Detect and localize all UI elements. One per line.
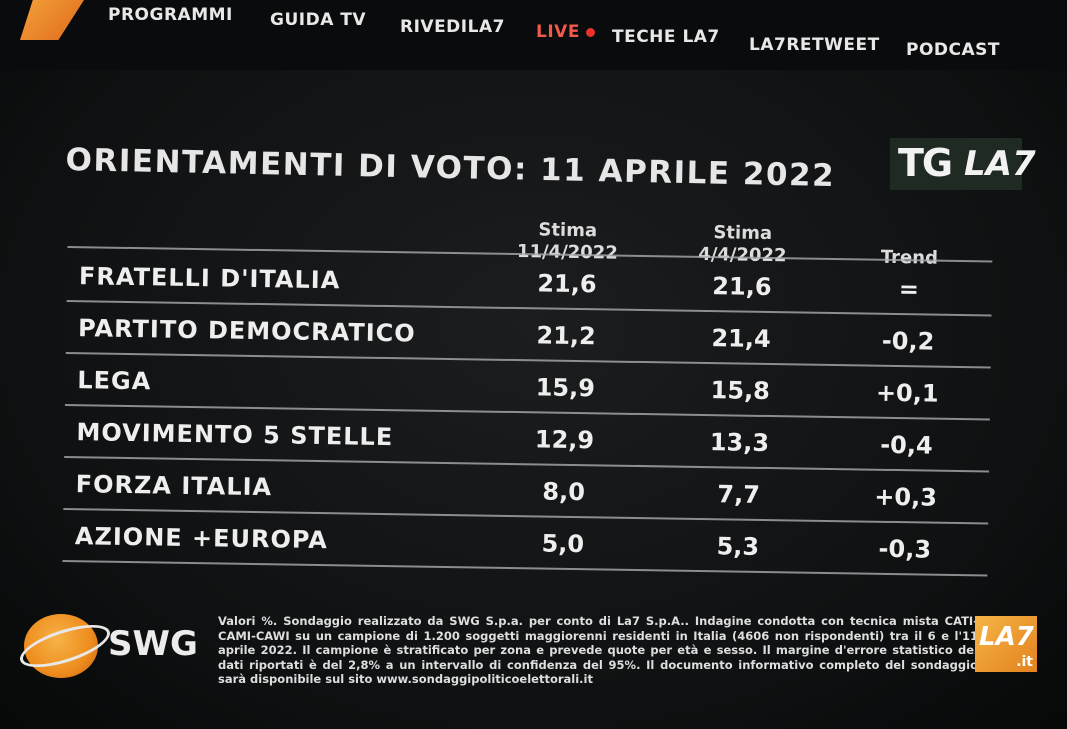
nav-link[interactable]: PROGRAMMI [108,5,233,25]
nav-bar: PROGRAMMI GUIDA TV RIVEDILA7 LIVE TECHE LA7 L… [0,0,1067,70]
party-name: MOVIMENTO 5 STELLE [76,418,394,452]
cell-value: 21,6 [537,269,597,299]
la7-it-logo: LA7 .it [975,616,1037,672]
rule [62,559,988,577]
cell-value: 8,0 [542,477,586,507]
column-header: Stima 11/4/2022 [507,219,628,265]
swg-text: SWG [108,624,198,664]
title: ORIENTAMENTI DI VOTO: 11 APRILE 2022 [65,142,836,195]
cell-value: 21,2 [536,321,596,351]
tg-logo: TG LA7 [890,138,1036,190]
header-label: Stima [538,219,598,242]
cell-value: -0,4 [879,430,933,460]
swg-globe [24,614,98,678]
rule [63,507,989,525]
rule [64,403,990,421]
swg-logo: SWG [15,610,210,682]
cell-value: 15,8 [710,376,771,406]
tg-text: TG [898,141,953,185]
nav-link[interactable]: GUIDA TV [270,10,367,30]
cell-value: 21,4 [711,324,771,354]
nav-link[interactable]: RIVEDILA7 [400,17,505,37]
header-label: Stima [713,222,773,245]
cell-value: 21,6 [712,272,772,302]
cell-value: 7,7 [717,480,761,509]
rule [65,351,991,369]
party-name: PARTITO DEMOCRATICO [77,314,416,348]
la7-logo[interactable] [20,0,84,40]
nav-link[interactable]: PODCAST [906,40,1000,60]
it-text: .it [1016,654,1033,670]
party-name: AZIONE +EUROPA [74,522,329,555]
party-name: FORZA ITALIA [75,470,273,502]
party-name: LEGA [77,366,152,396]
nav-link[interactable]: TECHE LA7 [612,27,720,47]
cell-value: -0,3 [878,534,932,564]
party-name: FRATELLI D'ITALIA [78,262,341,295]
nav-link[interactable]: LIVE [536,22,595,42]
cell-value: 5,3 [716,532,760,561]
cell-value: +0,1 [875,378,939,408]
rule [64,455,990,473]
cell-value: -0,2 [881,326,935,356]
cell-value: 15,9 [535,373,596,403]
cell-value: +0,3 [874,482,938,512]
cell-value: 13,3 [709,428,770,458]
la7-text: LA7 [964,144,1036,184]
poll-table: Stima 11/4/2022 Stima 4/4/2022 Trend FRATELLI… [62,212,993,591]
la7-text: LA7 [979,622,1034,652]
rule [66,299,992,317]
footnote: Valori %. Sondaggio realizzato da SWG S.… [218,614,978,686]
column-header: Stima 4/4/2022 [682,222,803,268]
cell-value: = [898,275,920,304]
nav-link[interactable]: LA7RETWEET [749,35,880,55]
cell-value: 12,9 [534,425,595,455]
cell-value: 5,0 [541,529,585,559]
